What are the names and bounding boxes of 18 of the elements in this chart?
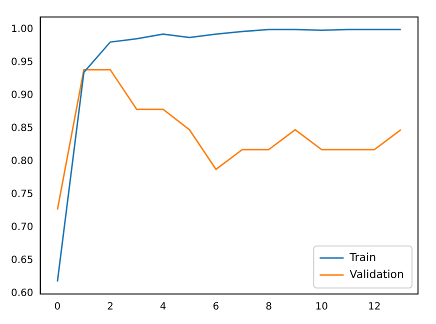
x-tick-label: 2 [107,302,114,313]
y-tick-label: 0.65 [11,254,34,266]
y-tick-label: 1.00 [11,24,34,36]
y-tick-label: 0.60 [11,288,34,299]
y-tick-label: 0.80 [11,156,34,168]
y-tick-label: 0.70 [11,222,34,233]
y-tick-label: 0.75 [11,189,34,200]
legend-label: Train [348,250,376,264]
y-tick-label: 0.90 [11,90,34,102]
x-tick-label: 0 [54,302,61,313]
x-tick-label: 4 [160,302,166,313]
x-tick-label: 6 [212,302,220,313]
x-tick-label: 10 [315,302,328,313]
y-tick-label: 0.95 [11,57,34,68]
y-tick-label: 0.85 [11,123,34,134]
x-tick-label: 8 [266,302,272,313]
x-tick-label: 12 [368,302,381,313]
legend-label: Validation [350,268,404,281]
